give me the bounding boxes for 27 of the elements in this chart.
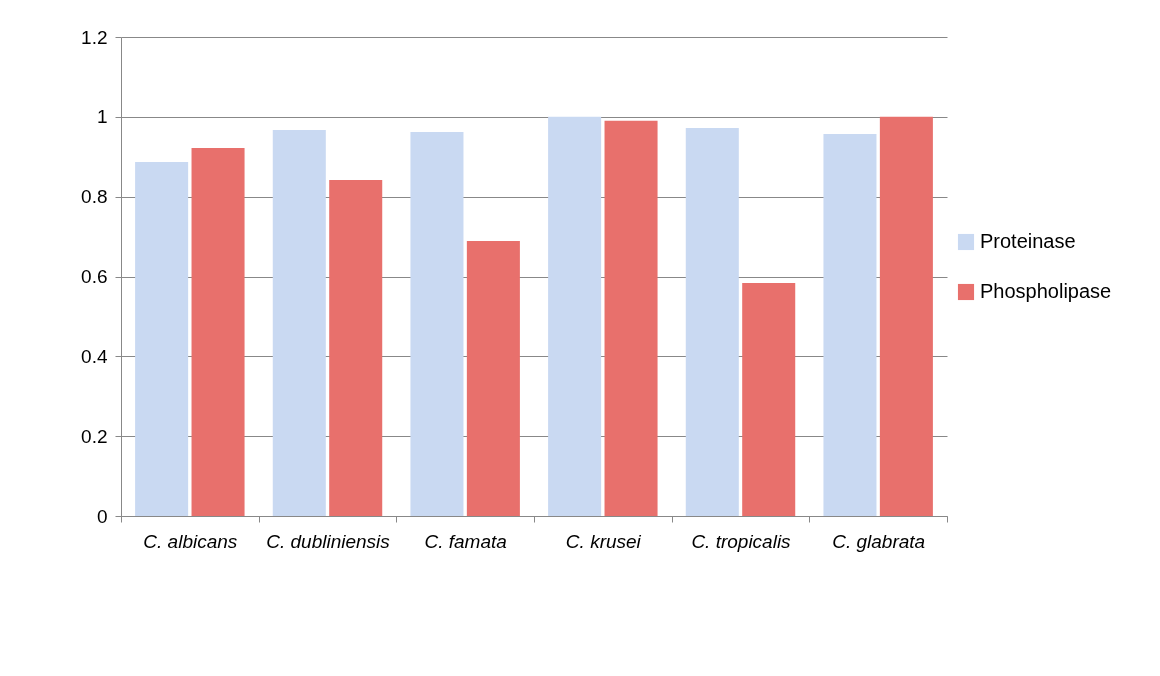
bar <box>466 240 520 516</box>
bar <box>685 128 739 516</box>
y-tick-label: 0.2 <box>81 425 108 447</box>
x-tick-label: C. famata <box>424 530 507 552</box>
bar <box>604 120 658 516</box>
bar <box>879 116 933 516</box>
y-tick-label: 1.2 <box>81 26 108 48</box>
y-tick-label: 0.4 <box>81 345 108 367</box>
x-tick-label: C. tropicalis <box>691 530 792 552</box>
bar <box>272 130 326 516</box>
bar <box>135 161 189 516</box>
y-tick-label: 0.8 <box>81 186 108 208</box>
bar <box>742 282 796 516</box>
bar <box>410 132 464 516</box>
bar <box>548 116 602 516</box>
y-tick-label: 0.6 <box>81 266 108 287</box>
x-tick-label: C. glabrata <box>832 530 926 552</box>
legend-label: Proteinase <box>980 230 1076 252</box>
bar <box>191 147 245 516</box>
x-tick-label: C. dubliniensis <box>266 530 391 552</box>
y-tick-label: 1 <box>96 106 108 128</box>
legend-label: Phospholipase <box>980 280 1112 302</box>
y-tick-label: 0 <box>96 505 108 527</box>
x-tick-label: C. albicans <box>143 530 238 552</box>
x-tick-label: C. krusei <box>565 530 642 552</box>
bar <box>823 134 877 516</box>
bar <box>329 179 383 516</box>
